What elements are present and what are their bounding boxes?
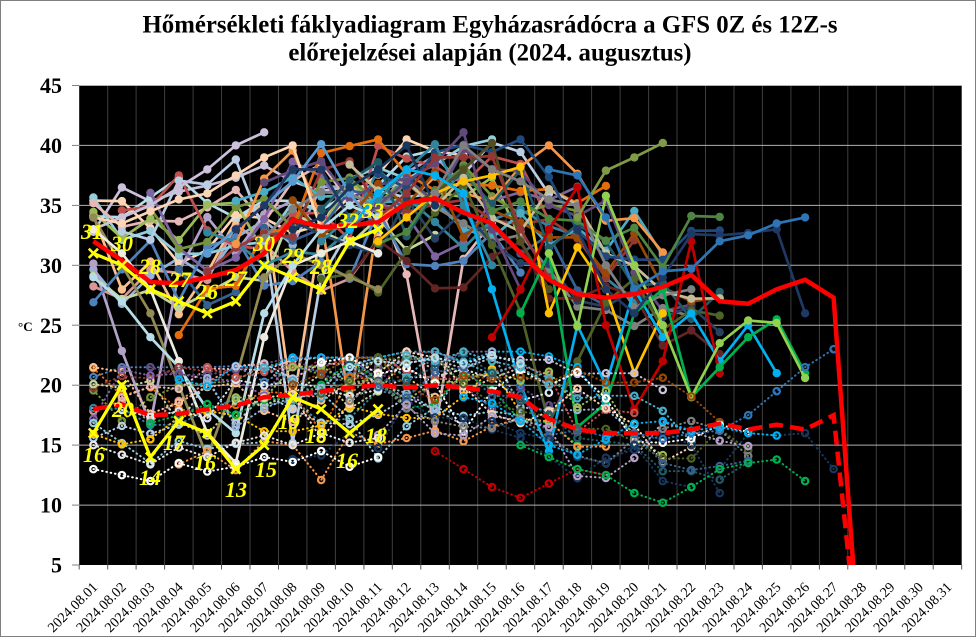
- svg-text:20: 20: [40, 373, 62, 398]
- svg-text:13: 13: [225, 477, 247, 502]
- svg-text:14: 14: [139, 465, 161, 490]
- svg-text:19: 19: [278, 409, 300, 434]
- svg-text:15: 15: [255, 457, 277, 482]
- svg-text:28: 28: [309, 254, 332, 279]
- svg-text:16: 16: [194, 450, 216, 475]
- svg-text:10: 10: [40, 493, 62, 518]
- svg-text:25: 25: [40, 313, 62, 338]
- svg-text:35: 35: [40, 193, 62, 218]
- svg-text:29: 29: [281, 243, 304, 268]
- svg-text:15: 15: [40, 433, 62, 458]
- svg-text:16: 16: [336, 448, 358, 473]
- svg-text:30: 30: [252, 231, 275, 256]
- svg-text:30: 30: [40, 253, 62, 278]
- svg-text:előrejelzései alapján (2024. a: előrejelzései alapján (2024. augusztus): [288, 40, 691, 67]
- svg-text:27: 27: [168, 267, 192, 292]
- svg-text:°C: °C: [18, 319, 33, 334]
- svg-text:28: 28: [138, 254, 161, 279]
- svg-text:33: 33: [361, 198, 384, 223]
- svg-text:27: 27: [224, 266, 248, 291]
- svg-text:17: 17: [163, 430, 186, 455]
- svg-text:5: 5: [51, 553, 62, 578]
- svg-text:Hőmérsékleti fáklyadiagram Egy: Hőmérsékleti fáklyadiagram Egyházasrádóc…: [143, 12, 838, 39]
- svg-text:16: 16: [83, 442, 105, 467]
- svg-text:31: 31: [80, 219, 103, 244]
- svg-text:32: 32: [336, 208, 359, 233]
- svg-text:26: 26: [195, 279, 218, 304]
- svg-text:20: 20: [111, 397, 134, 422]
- svg-text:18: 18: [365, 423, 387, 448]
- svg-text:30: 30: [110, 231, 133, 256]
- svg-text:45: 45: [40, 73, 62, 98]
- svg-text:40: 40: [40, 133, 62, 158]
- svg-text:18: 18: [305, 423, 327, 448]
